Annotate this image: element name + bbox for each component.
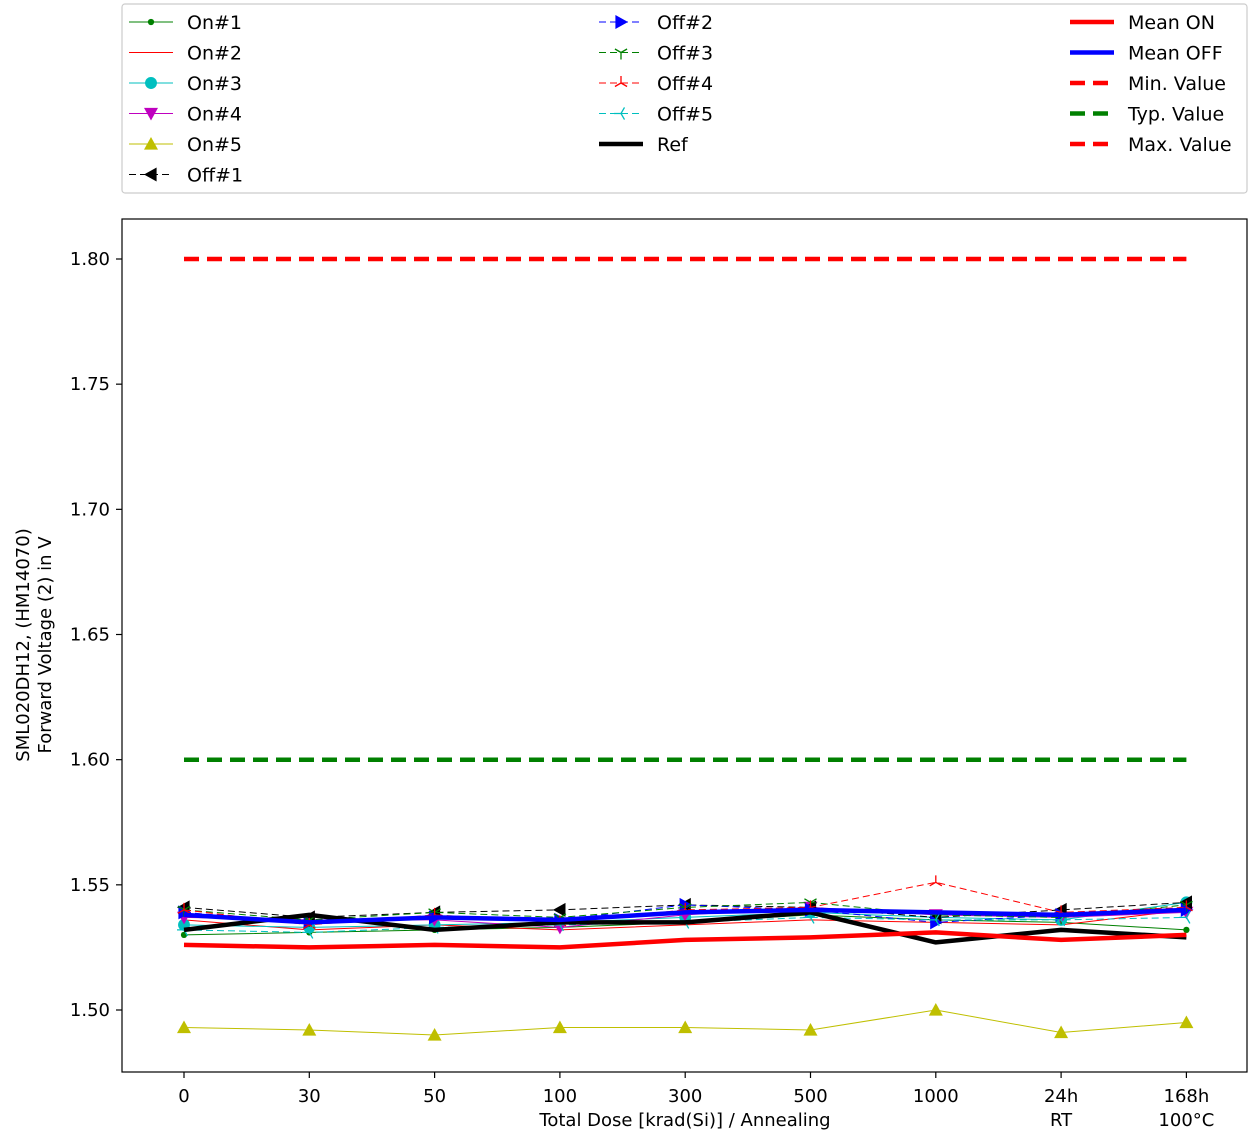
legend-item-on-5: On#5 bbox=[129, 134, 242, 156]
data-point-on-5-2 bbox=[427, 1028, 442, 1041]
legend-frame bbox=[121, 3, 1248, 194]
data-point-on-1-8 bbox=[1183, 926, 1190, 934]
axes: 0 30 50 100 300 500 1000 24h RT 168h 100°C 1.50 1.55… bbox=[70, 249, 1214, 1131]
legend-marker bbox=[614, 48, 628, 60]
legend-marker bbox=[147, 18, 155, 26]
legend-label: On#2 bbox=[187, 43, 242, 65]
series-mean-off bbox=[183, 907, 1187, 925]
legend-label: On#4 bbox=[187, 104, 242, 126]
data-point-on-5-5 bbox=[803, 1023, 818, 1036]
legend-label: Off#2 bbox=[657, 12, 713, 34]
legend-marker bbox=[615, 15, 628, 29]
legend-item-ref: Ref bbox=[599, 134, 689, 156]
legend-item-off-5: Off#5 bbox=[599, 104, 713, 126]
legend-label: Mean ON bbox=[1128, 12, 1215, 34]
y-tick-label: 1.65 bbox=[70, 625, 110, 646]
data-point-on-5-3 bbox=[552, 1020, 567, 1034]
x-tick-label: 100 bbox=[543, 1086, 577, 1107]
series-line-mean-on bbox=[183, 930, 1187, 950]
data-point-on-5-6 bbox=[928, 1003, 943, 1016]
plot-frame bbox=[121, 218, 1248, 1073]
legend-label: On#1 bbox=[187, 12, 242, 34]
legend-item-max-value: Max. Value bbox=[1070, 134, 1232, 156]
legend-label: Typ. Value bbox=[1127, 104, 1224, 126]
x-tick-label: 168h bbox=[1164, 1086, 1210, 1107]
x-tick-label-line2: RT bbox=[1050, 1110, 1073, 1131]
series-on-2 bbox=[183, 909, 1187, 931]
legend-item-mean-on: Mean ON bbox=[1070, 12, 1215, 34]
data-point-on-5-1 bbox=[302, 1023, 317, 1036]
x-tick-label: 0 bbox=[178, 1086, 189, 1107]
x-tick-label-line2: 100°C bbox=[1158, 1110, 1214, 1131]
data-point-on-5-7 bbox=[1054, 1025, 1069, 1039]
x-tick-label: 30 bbox=[298, 1086, 321, 1107]
legend-marker bbox=[144, 167, 157, 182]
legend-label: Off#4 bbox=[657, 73, 713, 95]
legend-marker bbox=[145, 77, 157, 89]
legend-item-off-1: Off#1 bbox=[129, 165, 243, 187]
data-point-on-5-0 bbox=[177, 1020, 191, 1034]
legend-item-off-4: Off#4 bbox=[599, 73, 713, 95]
y-tick-label: 1.60 bbox=[70, 750, 110, 771]
data-point-off-2-8 bbox=[1180, 902, 1194, 917]
legend-marker bbox=[144, 137, 158, 150]
x-tick-label: 300 bbox=[668, 1086, 702, 1107]
data-point-off-1-3 bbox=[552, 902, 566, 917]
legend-item-mean-off: Mean OFF bbox=[1070, 43, 1223, 65]
legend-marker bbox=[144, 107, 158, 121]
legend-item-on-2: On#2 bbox=[129, 43, 242, 65]
data-point-off-4-6 bbox=[929, 875, 943, 887]
series-line-on-2 bbox=[183, 909, 1187, 931]
x-tick-label: 1000 bbox=[913, 1086, 959, 1107]
legend-label: Ref bbox=[657, 134, 689, 156]
legend-label: Off#3 bbox=[657, 43, 713, 65]
x-tick-label: 50 bbox=[423, 1086, 446, 1107]
legend-item-on-1: On#1 bbox=[129, 12, 242, 34]
y-tick-label: 1.70 bbox=[70, 499, 110, 520]
data-point-off-5-6 bbox=[928, 913, 940, 927]
data-point-off-4-0 bbox=[177, 902, 191, 914]
legend-label: Mean OFF bbox=[1128, 43, 1223, 65]
series-mean-on bbox=[183, 930, 1187, 950]
y-tick-label: 1.55 bbox=[70, 875, 110, 896]
series-line-off-3 bbox=[183, 901, 1187, 921]
data-point-off-5-1 bbox=[302, 926, 314, 939]
legend-item-off-2: Off#2 bbox=[599, 12, 713, 34]
x-tick-label: 500 bbox=[793, 1086, 827, 1107]
plot-area bbox=[176, 256, 1194, 1041]
data-point-off-2-4 bbox=[679, 897, 693, 912]
y-tick-label: 1.75 bbox=[70, 374, 110, 395]
legend-item-off-3: Off#3 bbox=[599, 43, 713, 65]
legend-label: On#5 bbox=[187, 134, 242, 156]
legend: On#1 On#2 On#3 On#4 On#5 Off#1 Off#2 Off#3 Off#4… bbox=[121, 3, 1248, 194]
legend-marker bbox=[614, 107, 626, 120]
legend-label: Min. Value bbox=[1128, 73, 1226, 95]
y-tick-label: 1.80 bbox=[70, 249, 110, 270]
legend-label: Off#1 bbox=[187, 165, 243, 187]
series-on-5 bbox=[177, 1003, 1194, 1041]
legend-item-min-value: Min. Value bbox=[1070, 73, 1226, 95]
legend-item-on-4: On#4 bbox=[129, 104, 242, 126]
data-point-off-5-8 bbox=[1179, 910, 1191, 924]
legend-item-typ-value: Typ. Value bbox=[1070, 104, 1224, 126]
legend-label: On#3 bbox=[187, 73, 242, 95]
y-axis-label-line2: Forward Voltage (2) in V bbox=[35, 536, 56, 754]
y-axis-label-line1: SML020DH12, (HM14070) bbox=[13, 528, 34, 761]
data-point-off-1-8 bbox=[1179, 895, 1192, 910]
x-axis-label: Total Dose [krad(Si)] / Annealing bbox=[538, 1110, 830, 1131]
data-point-on-5-8 bbox=[1179, 1015, 1194, 1029]
y-tick-label: 1.50 bbox=[70, 1000, 110, 1021]
legend-item-on-3: On#3 bbox=[129, 73, 242, 95]
series-line-mean-off bbox=[183, 907, 1187, 925]
data-point-on-5-4 bbox=[678, 1020, 693, 1034]
legend-marker bbox=[614, 76, 628, 88]
legend-label: Off#5 bbox=[657, 104, 713, 126]
x-tick-label: 24h bbox=[1044, 1086, 1078, 1107]
legend-label: Max. Value bbox=[1128, 134, 1232, 156]
